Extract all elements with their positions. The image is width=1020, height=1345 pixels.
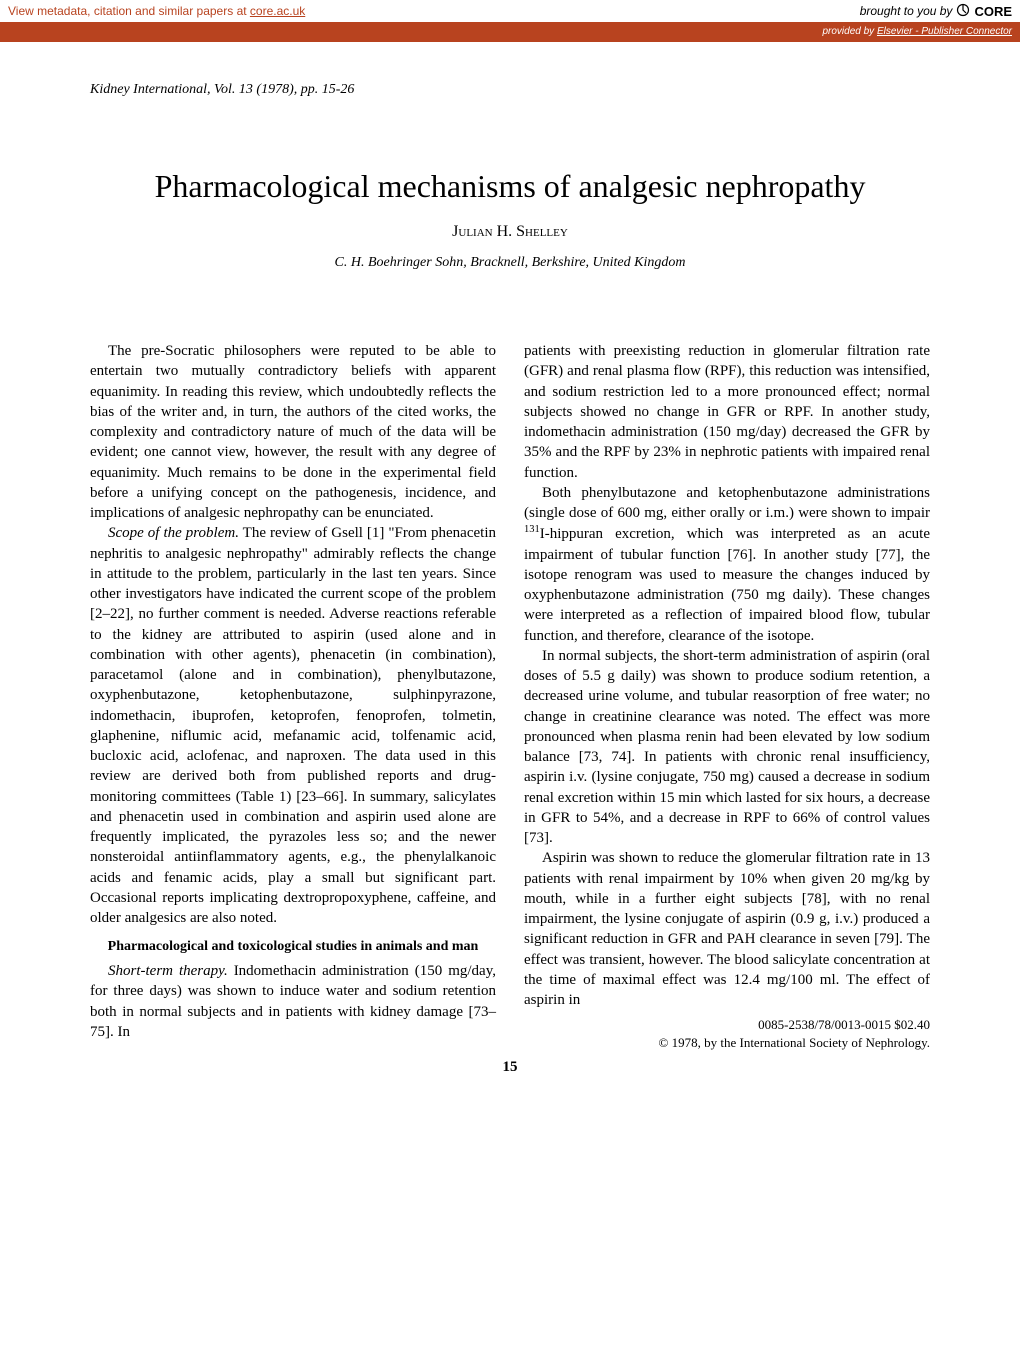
provenance-link[interactable]: Elsevier - Publisher Connector — [877, 26, 1012, 37]
left-column: The pre-Socratic philosophers were reput… — [90, 341, 496, 1051]
short-term-runin: Short-term therapy. — [108, 963, 228, 979]
metadata-prefix: View metadata, citation and similar pape… — [8, 4, 250, 18]
para-r4: Aspirin was shown to reduce the glomerul… — [524, 848, 930, 1010]
para-r2b: I-hippuran excretion, which was interpre… — [524, 526, 930, 643]
article-affiliation: C. H. Boehringer Sohn, Bracknell, Berksh… — [90, 255, 930, 271]
scope-runin: Scope of the problem. — [108, 525, 239, 541]
scope-body: The review of Gsell [1] "From phenacetin… — [90, 525, 496, 926]
copyright-line: © 1978, by the International Society of … — [524, 1034, 930, 1052]
core-link[interactable]: core.ac.uk — [250, 4, 305, 18]
page-body: Kidney International, Vol. 13 (1978), pp… — [0, 42, 1020, 1096]
para-r2a: Both phenylbutazone and ketophenbutazone… — [524, 485, 930, 521]
article-author: Julian H. Shelley — [90, 223, 930, 241]
journal-citation: Kidney International, Vol. 13 (1978), pp… — [90, 82, 930, 98]
page-number: 15 — [90, 1059, 930, 1076]
isotope-sup: 131 — [524, 524, 540, 535]
brought-prefix: brought to you by — [860, 4, 953, 18]
para-r3: In normal subjects, the short-term admin… — [524, 646, 930, 849]
para-short-term: Short-term therapy. Indomethacin adminis… — [90, 961, 496, 1042]
para-r1: patients with preexisting reduction in g… — [524, 341, 930, 483]
footer-block: 0085-2538/78/0013-0015 $02.40 © 1978, by… — [524, 1016, 930, 1051]
section-heading-pharm: Pharmacological and toxicological studie… — [90, 938, 496, 957]
provenance-bar: provided by Elsevier - Publisher Connect… — [0, 24, 1020, 42]
metadata-right: brought to you by CORE — [860, 3, 1012, 20]
para-scope: Scope of the problem. The review of Gsel… — [90, 523, 496, 928]
para-intro: The pre-Socratic philosophers were reput… — [90, 341, 496, 523]
right-column: patients with preexisting reduction in g… — [524, 341, 930, 1051]
metadata-bar: View metadata, citation and similar pape… — [0, 0, 1020, 24]
provenance-prefix: provided by — [822, 26, 876, 37]
para-r2: Both phenylbutazone and ketophenbutazone… — [524, 483, 930, 646]
issn-line: 0085-2538/78/0013-0015 $02.40 — [524, 1016, 930, 1034]
core-icon — [956, 3, 970, 20]
two-column-body: The pre-Socratic philosophers were reput… — [90, 341, 930, 1051]
core-logo: CORE — [974, 4, 1012, 19]
article-title: Pharmacological mechanisms of analgesic … — [90, 168, 930, 205]
metadata-left: View metadata, citation and similar pape… — [8, 4, 305, 18]
